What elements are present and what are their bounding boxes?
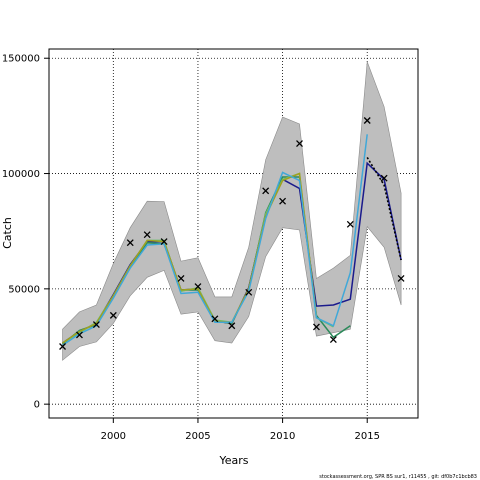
observation-point-2004: [177, 275, 185, 282]
observation-point-1997: [59, 343, 67, 350]
observation-point-2013: [329, 336, 337, 344]
x-tick-label-2000: 2000: [101, 431, 126, 442]
series-layer: [62, 134, 402, 347]
plot-frame: [48, 48, 419, 419]
observation-point-2003: [160, 238, 168, 246]
observation-stroke-b: [160, 238, 168, 246]
x-tick-label-2015: 2015: [354, 431, 379, 442]
series-line-4: [62, 172, 318, 344]
observation-point-2012: [312, 323, 320, 331]
observation-stroke-b: [312, 323, 320, 331]
observation-point-2000: [109, 311, 117, 319]
observation-point-1999: [92, 321, 100, 329]
observation-stroke-b: [245, 288, 253, 296]
observation-stroke-b: [346, 220, 354, 228]
observation-stroke-b: [363, 117, 371, 124]
observation-layer: [59, 117, 405, 350]
observation-stroke-b: [177, 275, 185, 282]
observation-stroke-b: [329, 336, 337, 344]
observation-stroke-b: [296, 140, 303, 148]
y-tick-label-50000: 50000: [8, 284, 40, 295]
x-tick-label-2005: 2005: [185, 431, 210, 442]
observation-stroke-b: [211, 315, 219, 323]
observation-point-2007: [228, 322, 236, 330]
observation-point-1998: [76, 331, 83, 339]
observation-stroke-b: [126, 239, 134, 247]
observation-stroke-b: [143, 231, 151, 239]
confidence-band-layer: [62, 61, 402, 361]
observation-point-2014: [346, 220, 354, 228]
observation-stroke-b: [380, 174, 388, 182]
observation-stroke-b: [109, 311, 117, 319]
observation-stroke-b: [76, 331, 83, 339]
series-line-5: [62, 134, 368, 347]
x-tick-label-2010: 2010: [270, 431, 295, 442]
series-line-6: [366, 156, 402, 261]
observation-stroke-b: [59, 343, 67, 350]
observation-point-2001: [126, 239, 134, 247]
observation-stroke-b: [397, 275, 405, 282]
observation-stroke-b: [228, 322, 236, 330]
observation-point-2002: [143, 231, 151, 239]
observation-stroke-b: [92, 321, 100, 329]
observation-point-2009: [262, 187, 270, 195]
x-axis: 2000 2005 2010 2015: [101, 418, 380, 442]
x-axis-title: Years: [218, 454, 248, 467]
observation-point-2016: [380, 174, 388, 182]
observation-point-2017: [397, 275, 405, 282]
observation-stroke-b: [194, 283, 202, 291]
y-axis-title: Catch: [1, 217, 14, 249]
caption-text: stockassessment.org, SPR BS sur1, r11455…: [319, 474, 477, 480]
observation-point-2015: [363, 117, 371, 124]
y-axis: 0 50000 100000 150000: [2, 54, 49, 411]
observation-point-2011: [296, 140, 303, 148]
observation-point-2005: [194, 283, 202, 291]
y-tick-label-150000: 150000: [2, 54, 40, 65]
observation-point-2008: [245, 288, 253, 296]
observation-stroke-b: [262, 187, 270, 195]
observation-point-2006: [211, 315, 219, 323]
y-tick-label-100000: 100000: [2, 169, 40, 180]
observation-stroke-b: [279, 197, 287, 205]
confidence-band: [62, 61, 402, 361]
observation-point-2010: [279, 197, 287, 205]
y-tick-label-0: 0: [34, 400, 40, 411]
